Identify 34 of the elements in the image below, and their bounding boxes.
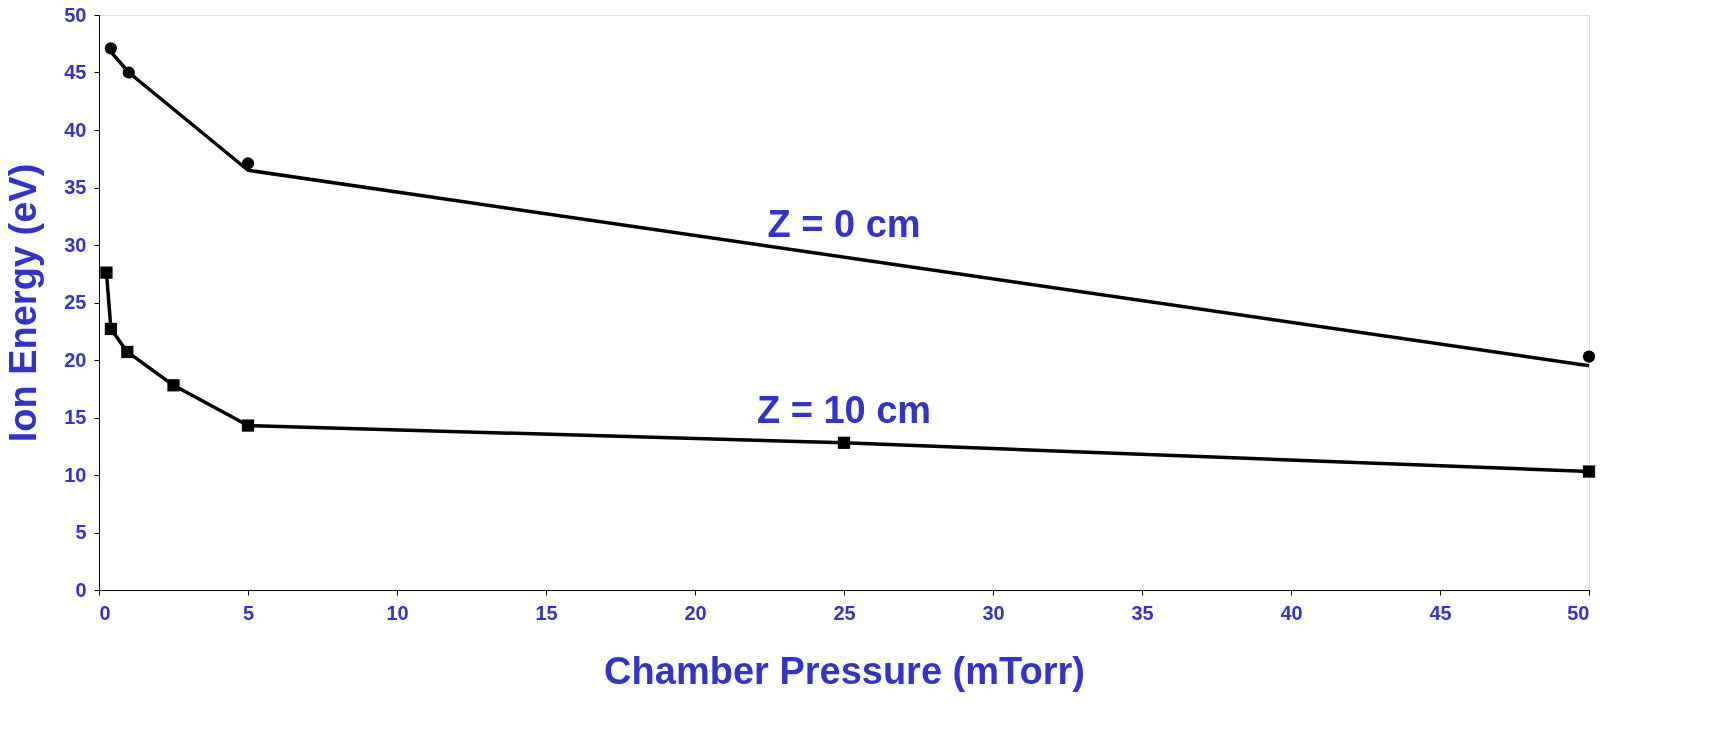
y-tick-label: 5 bbox=[75, 521, 87, 543]
x-axis-title: Chamber Pressure (mTorr) bbox=[604, 649, 1085, 692]
x-tick-label: 30 bbox=[982, 601, 1005, 624]
x-tick-label: 50 bbox=[1567, 601, 1590, 624]
y-tick-label: 20 bbox=[64, 348, 87, 371]
x-tick-label: 0 bbox=[99, 601, 111, 624]
point bbox=[241, 419, 255, 432]
x-tick-label: 45 bbox=[1429, 601, 1452, 624]
y-tick-label: 30 bbox=[64, 233, 87, 256]
y-tick-label: 40 bbox=[64, 118, 87, 141]
x-tick-label: 25 bbox=[833, 601, 856, 624]
point bbox=[167, 379, 180, 392]
series-label: Z = 10 cm bbox=[756, 388, 932, 431]
y-tick-label: 10 bbox=[64, 463, 87, 486]
y-tick-label: 15 bbox=[64, 406, 87, 428]
point bbox=[837, 436, 851, 449]
point bbox=[1582, 350, 1596, 363]
y-tick-label: 50 bbox=[64, 3, 87, 26]
y-tick-label: 45 bbox=[64, 61, 87, 83]
point bbox=[100, 266, 113, 279]
point bbox=[1582, 465, 1596, 478]
point bbox=[104, 322, 118, 336]
x-tick-label: 40 bbox=[1280, 601, 1303, 624]
series-label: Z = 0 cm bbox=[767, 203, 921, 246]
x-tick-label: 20 bbox=[684, 601, 707, 624]
y-axis-title: Ion Energy (eV) bbox=[2, 163, 45, 443]
x-tick-label: 35 bbox=[1131, 601, 1154, 624]
y-tick-label: 35 bbox=[64, 176, 87, 198]
x-tick-label: 5 bbox=[242, 601, 255, 624]
x-tick-label: 15 bbox=[535, 601, 558, 624]
y-tick-label: 25 bbox=[64, 291, 87, 313]
x-tick-label: 10 bbox=[386, 601, 409, 624]
y-tick-label: 0 bbox=[75, 578, 87, 601]
point bbox=[121, 345, 134, 359]
